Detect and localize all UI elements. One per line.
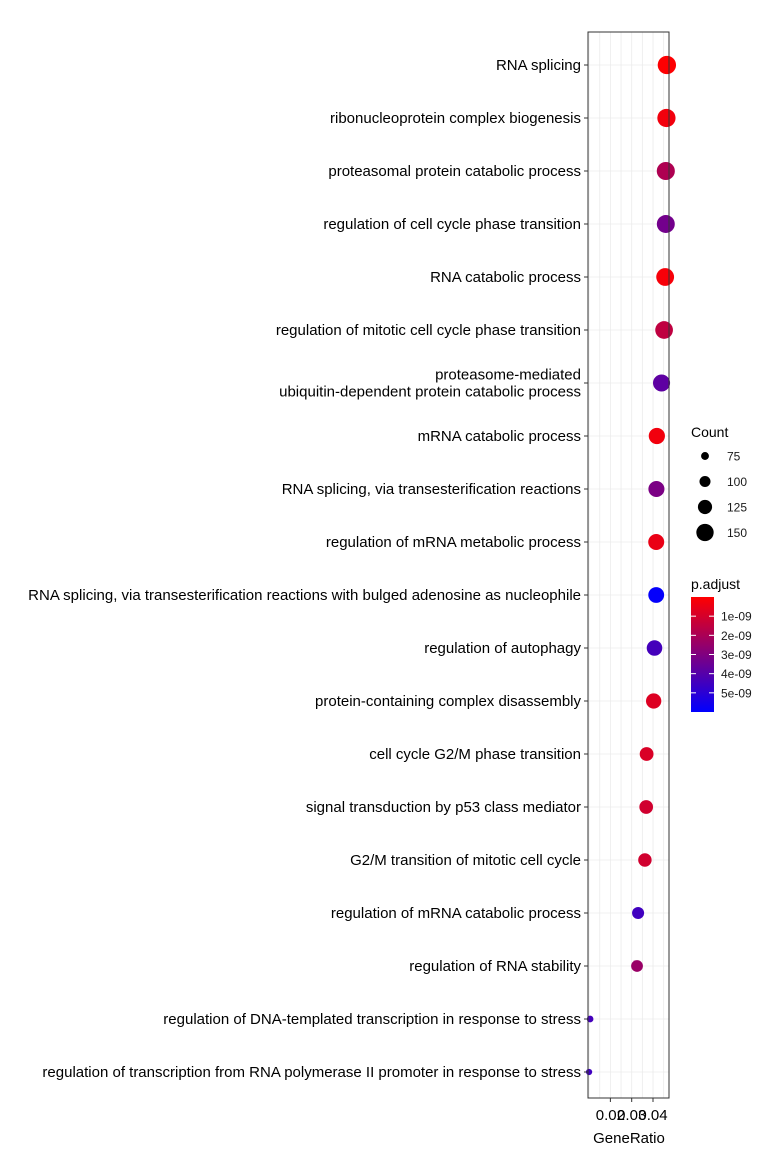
size-legend-label: 75: [727, 450, 741, 464]
y-axis-label: RNA splicing: [496, 57, 581, 74]
color-legend-bar: [691, 597, 714, 712]
size-legend-label: 125: [727, 501, 747, 515]
data-point: [638, 853, 652, 867]
size-legend-key: [696, 523, 714, 542]
y-axis-label: regulation of DNA-templated transcriptio…: [163, 1011, 581, 1028]
y-axis-label: regulation of autophagy: [424, 640, 581, 657]
y-axis-label: ribonucleoprotein complex biogenesis: [330, 110, 581, 127]
y-axis: RNA splicing ribonucleoprotein complex bi…: [28, 57, 588, 1081]
data-point: [656, 268, 675, 286]
color-legend-title: p.adjust: [691, 576, 740, 592]
x-axis-tick-label: 0.03: [617, 1107, 646, 1124]
color-legend-label: 3e-09: [721, 648, 752, 662]
y-axis-label: regulation of transcription from RNA pol…: [42, 1064, 581, 1081]
data-point: [648, 534, 665, 550]
y-axis-label: regulation of RNA stability: [409, 958, 581, 975]
data-point: [646, 640, 663, 656]
data-point: [656, 161, 675, 181]
y-axis-label: RNA splicing, via transesterification re…: [28, 587, 581, 604]
data-point: [656, 215, 675, 233]
color-legend-label: 2e-09: [721, 629, 752, 643]
data-point: [648, 480, 665, 498]
y-axis-label: cell cycle G2/M phase transition: [369, 746, 581, 763]
color-legend-label: 1e-09: [721, 610, 752, 624]
color-legend: p.adjust 1e-09 2e-09 3e-09 4e-09 5e-09: [691, 576, 752, 712]
panel-border: [587, 31, 670, 1099]
data-point: [657, 55, 677, 75]
y-axis-label: RNA catabolic process: [430, 269, 581, 286]
data-point: [648, 587, 665, 603]
size-legend-label: 150: [727, 526, 747, 540]
data-point: [657, 108, 676, 128]
data-point: [645, 693, 662, 709]
data-point: [639, 747, 654, 761]
data-point: [652, 374, 671, 392]
y-axis-label: G2/M transition of mitotic cell cycle: [350, 852, 581, 869]
y-axis-label: proteasome-mediated ubiquitin-dependent p…: [279, 367, 581, 401]
y-axis-label: RNA splicing, via transesterification re…: [282, 481, 581, 498]
y-axis-label: regulation of cell cycle phase transitio…: [323, 216, 581, 233]
y-axis-label: protein-containing complex disassembly: [315, 693, 581, 710]
x-axis-title: GeneRatio: [593, 1130, 665, 1147]
color-legend-label: 4e-09: [721, 667, 752, 681]
size-legend-key: [699, 475, 711, 488]
y-axis-label: regulation of mRNA catabolic process: [331, 905, 581, 922]
size-legend-key: [697, 499, 713, 515]
data-point: [632, 906, 645, 920]
size-legend: Count 75 100 125 150: [691, 424, 747, 542]
size-legend-key: [701, 452, 709, 460]
y-axis-label: regulation of mRNA metabolic process: [326, 534, 581, 551]
y-axis-label: signal transduction by p53 class mediato…: [306, 799, 581, 816]
y-axis-label: mRNA catabolic process: [418, 428, 581, 445]
size-legend-title: Count: [691, 424, 728, 440]
x-axis-tick-label: 0.04: [638, 1107, 667, 1124]
data-point: [639, 800, 654, 814]
x-axis: 0.020.030.04: [596, 1098, 668, 1124]
data-point: [655, 321, 673, 339]
y-axis-label: proteasomal protein catabolic process: [328, 163, 581, 180]
size-legend-label: 100: [727, 475, 747, 489]
color-legend-label: 5e-09: [721, 686, 752, 700]
plot-panel: [585, 31, 677, 1099]
data-point: [648, 427, 665, 445]
data-point: [631, 960, 643, 972]
y-axis-label: regulation of mitotic cell cycle phase t…: [276, 322, 581, 339]
x-axis-tick-label: 0.02: [596, 1107, 625, 1124]
